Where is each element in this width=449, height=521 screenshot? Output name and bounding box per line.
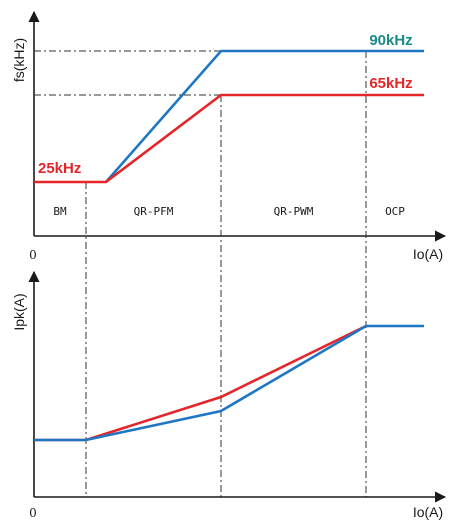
x-axis-label: Io(A) <box>413 246 443 262</box>
annotation-0: 90kHz <box>369 32 412 49</box>
series-line-0 <box>34 324 367 442</box>
origin-label: 0 <box>29 248 37 262</box>
annotation-2: 25kHz <box>38 160 81 177</box>
y-axis-label: fs(kHz) <box>11 38 27 82</box>
region-label-bm: BM <box>53 205 67 218</box>
annotation-1: 65kHz <box>369 75 412 92</box>
x-axis-label: Io(A) <box>413 504 443 520</box>
region-label-qr-pfm: QR-PFM <box>134 205 174 218</box>
series-line-1 <box>34 324 424 442</box>
region-label-ocp: OCP <box>385 205 405 218</box>
y-axis-label: Ipk(A) <box>11 293 27 330</box>
origin-label: 0 <box>29 506 37 520</box>
series-line-1 <box>34 93 424 184</box>
region-label-qr-pwm: QR-PWM <box>274 205 314 218</box>
frequency-chart: BM QR-PFM QR-PWM OCP 90kHz 65kHz 25kHz fs(kHz) I… <box>11 10 447 497</box>
peak-current-chart: Ipk(A) Io(A) 0 <box>11 270 447 520</box>
series-line-0 <box>105 49 424 183</box>
